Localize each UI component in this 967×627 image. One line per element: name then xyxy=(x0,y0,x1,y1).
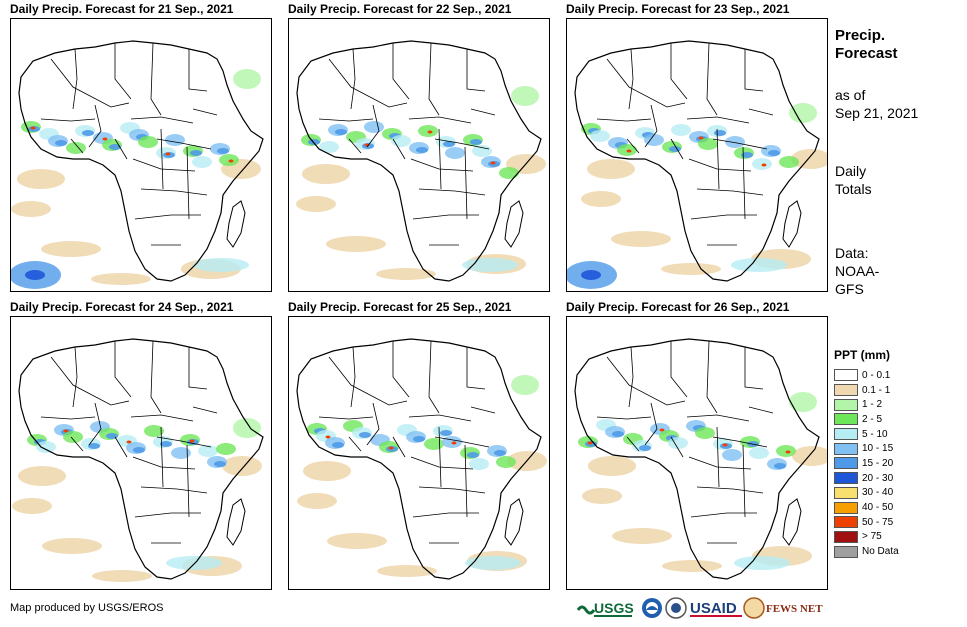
side-title-line2: Forecast xyxy=(835,45,898,62)
precip-map xyxy=(10,18,272,292)
legend-label: 5 - 10 xyxy=(862,428,888,440)
data-source-line1: Data: xyxy=(835,245,869,261)
legend-item: 10 - 15 xyxy=(834,441,899,456)
legend-item: No Data xyxy=(834,544,899,559)
legend-item: 15 - 20 xyxy=(834,456,899,471)
precip-map xyxy=(10,316,272,590)
forecast-panel-day5: Daily Precip. Forecast for 25 Sep., 2021 xyxy=(288,300,550,590)
legend-swatch xyxy=(834,545,858,558)
usgs-logo: USGS xyxy=(576,600,634,617)
legend-item: 0 - 0.1 xyxy=(834,368,899,383)
data-source-line2: NOAA- xyxy=(835,263,880,279)
legend-label: 40 - 50 xyxy=(862,502,894,514)
legend-swatch xyxy=(834,457,858,470)
fews-net-logo: FEWS NET xyxy=(743,597,823,619)
legend-label: 2 - 5 xyxy=(862,413,883,425)
legend-swatch xyxy=(834,398,858,411)
legend-item: 1 - 2 xyxy=(834,397,899,412)
legend-item: 2 - 5 xyxy=(834,412,899,427)
noaa-logo xyxy=(642,598,662,618)
precip-map xyxy=(288,18,550,292)
legend-label: 1 - 2 xyxy=(862,399,883,411)
forecast-panel-day4: Daily Precip. Forecast for 24 Sep., 2021 xyxy=(10,300,272,590)
asof-date: Sep 21, 2021 xyxy=(835,105,919,121)
legend-swatch xyxy=(834,530,858,543)
usaid-logo-text: USAID xyxy=(690,600,737,617)
precip-map xyxy=(566,316,828,590)
legend-swatch xyxy=(834,384,858,397)
legend-label: 0.1 - 1 xyxy=(862,384,891,396)
legend-item: 30 - 40 xyxy=(834,486,899,501)
dhs-seal xyxy=(665,597,687,619)
legend-item: 0.1 - 1 xyxy=(834,383,899,398)
totals-line1: Daily xyxy=(835,163,867,179)
panel-title: Daily Precip. Forecast for 23 Sep., 2021 xyxy=(566,2,790,16)
legend-swatch xyxy=(834,486,858,499)
legend-swatch xyxy=(834,442,858,455)
credit-text: Map produced by USGS/EROS xyxy=(10,602,164,614)
panel-title: Daily Precip. Forecast for 21 Sep., 2021 xyxy=(10,2,234,16)
panel-title: Daily Precip. Forecast for 22 Sep., 2021 xyxy=(288,2,512,16)
legend-item: 20 - 30 xyxy=(834,471,899,486)
usgs-logo-text: USGS xyxy=(594,600,634,616)
legend-swatch xyxy=(834,472,858,485)
panel-title: Daily Precip. Forecast for 25 Sep., 2021 xyxy=(288,300,512,314)
forecast-panel-day1: Daily Precip. Forecast for 21 Sep., 2021 xyxy=(10,2,272,292)
legend-label: 30 - 40 xyxy=(862,487,894,499)
legend-swatch xyxy=(834,428,858,441)
forecast-panel-day2: Daily Precip. Forecast for 22 Sep., 2021 xyxy=(288,2,550,292)
legend-swatch xyxy=(834,516,858,529)
side-title-line1: Precip. xyxy=(835,27,886,44)
fews-net-logo-text: FEWS NET xyxy=(766,603,823,615)
legend-title: PPT (mm) xyxy=(834,348,891,362)
precip-map xyxy=(566,18,828,292)
precip-map xyxy=(288,316,550,590)
legend-swatch xyxy=(834,501,858,514)
legend-label: No Data xyxy=(862,546,899,558)
legend: PPT (mm) 0 - 0.1 0.1 - 1 1 - 2 2 - 5 5 - 10 1… xyxy=(834,348,899,559)
legend-label: > 75 xyxy=(862,531,882,543)
legend-item: > 75 xyxy=(834,530,899,545)
usaid-logo: USAID xyxy=(690,600,742,617)
agency-logos: USGS USAID FEWS NET xyxy=(576,596,826,622)
totals-line2: Totals xyxy=(835,181,872,197)
asof-label: as of xyxy=(835,87,866,103)
legend-swatch xyxy=(834,369,858,382)
legend-item: 50 - 75 xyxy=(834,515,899,530)
data-source-line3: GFS xyxy=(835,281,864,297)
legend-swatch xyxy=(834,413,858,426)
panel-title: Daily Precip. Forecast for 24 Sep., 2021 xyxy=(10,300,234,314)
forecast-panel-day6: Daily Precip. Forecast for 26 Sep., 2021 xyxy=(566,300,828,590)
legend-item: 40 - 50 xyxy=(834,500,899,515)
legend-label: 0 - 0.1 xyxy=(862,369,891,381)
legend-label: 50 - 75 xyxy=(862,516,894,528)
legend-label: 10 - 15 xyxy=(862,443,894,455)
legend-label: 20 - 30 xyxy=(862,472,894,484)
forecast-panel-day3: Daily Precip. Forecast for 23 Sep., 2021 xyxy=(566,2,828,292)
legend-item: 5 - 10 xyxy=(834,427,899,442)
panel-title: Daily Precip. Forecast for 26 Sep., 2021 xyxy=(566,300,790,314)
legend-label: 15 - 20 xyxy=(862,457,894,469)
